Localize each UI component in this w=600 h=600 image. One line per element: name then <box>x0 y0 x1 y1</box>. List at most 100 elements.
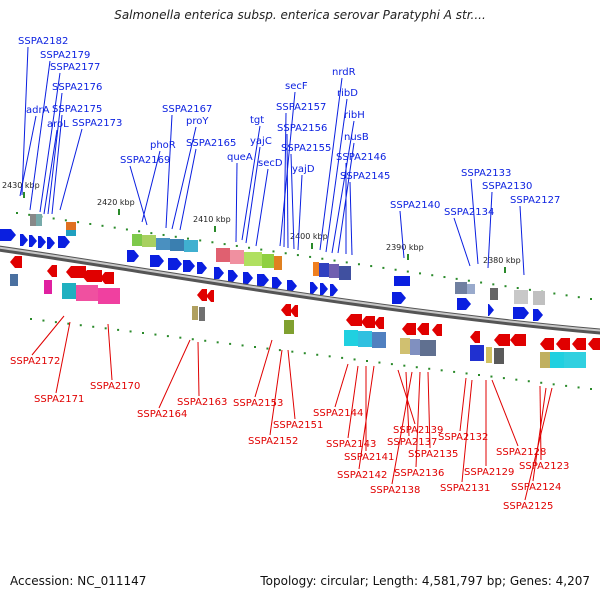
inner-tick <box>154 333 157 336</box>
kbp-tick-label: 2390 kbp <box>386 243 424 252</box>
inner-tick <box>142 332 144 334</box>
forward-gene-arrow <box>58 236 70 248</box>
inner-tick <box>552 383 555 386</box>
gene-block <box>36 214 42 226</box>
reverse-gene-arrow <box>82 270 102 282</box>
forward-gene-label: SSPA2127 <box>510 195 560 206</box>
forward-gene-arrow <box>320 283 328 295</box>
gene-block <box>262 254 274 268</box>
forward-gene-label: SSPA2182 <box>18 36 68 47</box>
inner-tick <box>415 366 418 369</box>
inner-tick <box>79 324 82 327</box>
kbp-tick-label: 2380 kbp <box>483 256 521 265</box>
gene-block <box>98 288 120 304</box>
forward-gene-label: SSPA2177 <box>50 62 100 73</box>
gene-block <box>10 274 18 286</box>
forward-leader-line <box>319 77 343 251</box>
outer-tick <box>590 298 592 300</box>
gene-block <box>132 234 142 246</box>
gene-block <box>533 291 545 305</box>
forward-gene-arrow <box>457 298 471 310</box>
outer-tick <box>492 283 495 286</box>
forward-gene-label: SSPA2176 <box>52 82 102 93</box>
reverse-gene-arrow <box>588 338 600 350</box>
inner-tick <box>527 380 530 383</box>
reverse-leader-line <box>491 379 519 447</box>
forward-gene-label: queA <box>227 152 253 163</box>
outer-tick <box>186 237 189 240</box>
outer-tick <box>321 257 324 260</box>
inner-tick <box>303 352 306 355</box>
forward-leader-line <box>235 162 238 243</box>
outer-tick <box>248 246 251 249</box>
inner-tick <box>328 355 331 358</box>
inner-tick <box>229 342 232 345</box>
outer-tick <box>199 239 202 242</box>
forward-gene-arrow <box>272 277 282 289</box>
reverse-leader-line <box>405 371 410 437</box>
reverse-gene-arrow <box>470 331 480 343</box>
forward-gene-arrow <box>513 307 529 319</box>
reverse-leader-line <box>197 341 200 397</box>
gene-block <box>490 288 498 300</box>
kbp-tick-label: 2410 kbp <box>193 215 231 224</box>
reverse-gene-label: SSPA2136 <box>394 468 444 479</box>
reverse-gene-arrow <box>494 334 510 346</box>
outer-tick <box>467 279 470 282</box>
reverse-gene-arrow <box>197 289 207 301</box>
outer-tick <box>77 221 80 224</box>
reverse-gene-arrow <box>510 334 526 346</box>
gene-features <box>0 214 600 368</box>
reverse-leader-line <box>287 349 296 420</box>
forward-leader-line <box>283 112 287 248</box>
forward-leader-line <box>470 178 479 265</box>
outer-tick <box>162 233 165 236</box>
reverse-leader-line <box>459 377 467 432</box>
inner-tick <box>428 367 431 370</box>
reverse-gene-arrow <box>540 338 554 350</box>
accession-text: Accession: NC_011147 <box>10 574 147 588</box>
forward-gene-label: nusB <box>344 132 369 143</box>
map-title: Salmonella enterica subsp. enterica sero… <box>114 8 486 22</box>
forward-gene-label: ribH <box>344 110 365 121</box>
reverse-leader-line <box>158 339 191 409</box>
reverse-gene-label: SSPA2152 <box>248 436 298 447</box>
outer-tick <box>309 255 312 258</box>
reverse-gene-arrow <box>66 266 86 278</box>
reverse-gene-label: SSPA2172 <box>10 356 60 367</box>
reverse-gene-arrow <box>10 256 22 268</box>
forward-leader-line <box>255 168 269 247</box>
reverse-gene-arrow <box>572 338 586 350</box>
gene-block <box>394 276 410 286</box>
forward-gene-label: SSPA2130 <box>482 181 532 192</box>
reverse-gene-arrow <box>346 314 362 326</box>
reverse-gene-label: SSPA2128 <box>496 447 546 458</box>
forward-gene-label: adrA <box>26 105 50 116</box>
outer-tick <box>370 265 373 268</box>
gene-block <box>319 263 329 277</box>
reverse-leader-line <box>358 365 375 470</box>
inner-tick <box>540 381 543 384</box>
reverse-leader-line <box>391 371 413 485</box>
forward-leader-line <box>349 181 353 256</box>
reverse-gene-label: SSPA2163 <box>177 397 227 408</box>
outer-tick <box>235 244 238 247</box>
forward-leader-line <box>165 114 173 229</box>
outer-tick <box>528 288 531 291</box>
kbp-tick-label: 2420 kbp <box>97 198 135 207</box>
reverse-leader-line <box>427 371 431 449</box>
inner-tick <box>204 339 207 342</box>
outer-tick <box>357 263 360 266</box>
inner-tick <box>353 358 356 361</box>
forward-leader-line <box>245 146 261 244</box>
forward-gene-label: SSPA2133 <box>461 168 511 179</box>
inner-tick <box>266 347 269 350</box>
gene-block <box>486 347 492 363</box>
gene-block <box>76 285 98 301</box>
forward-leader-line <box>241 125 261 241</box>
reverse-gene-label: SSPA2131 <box>440 483 490 494</box>
genome-backbone <box>0 245 600 335</box>
outer-tick <box>113 226 116 229</box>
gene-block <box>420 340 436 356</box>
forward-leader-line <box>290 153 295 250</box>
